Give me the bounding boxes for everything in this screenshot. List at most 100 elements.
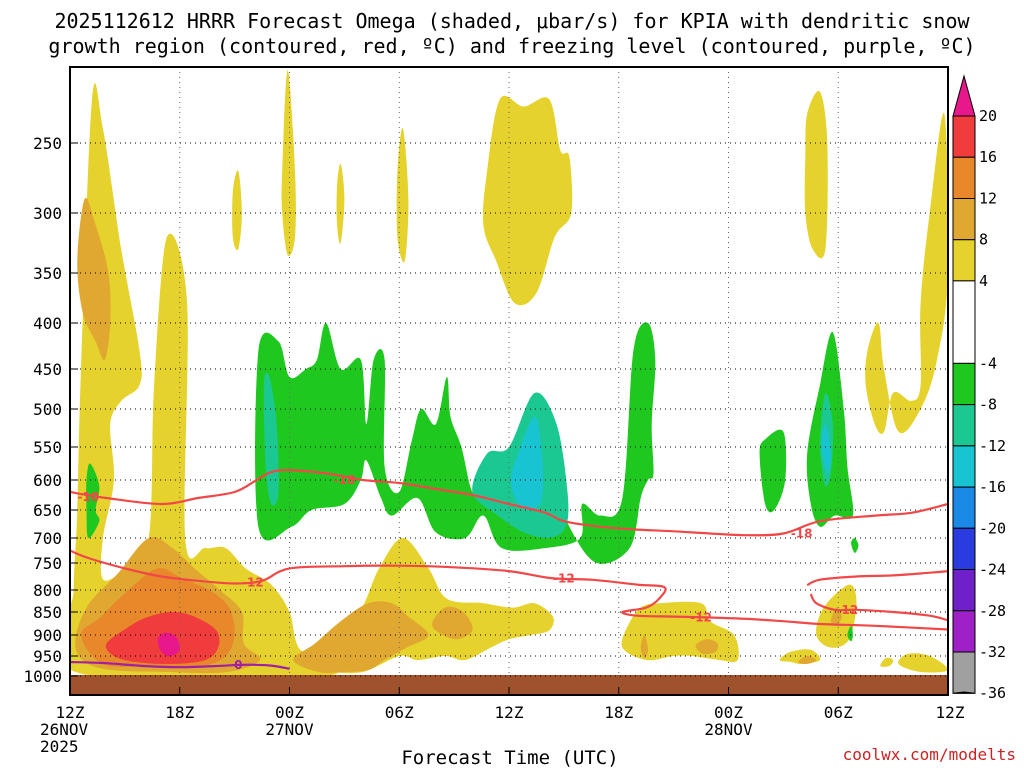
- colorbar-label-6: -8: [979, 396, 997, 414]
- contour-label-4-0: 0: [234, 658, 242, 672]
- x-axis-label: Forecast Time (UTC): [401, 747, 618, 768]
- y-axis: 250 300 350 400 450 500 550 600 650 700 750 800 850 9…: [23, 134, 78, 686]
- x-tick-label-6-0: 00Z: [714, 703, 743, 722]
- x-tick-label-7-0: 06Z: [824, 703, 853, 722]
- omega-region-19: [640, 634, 648, 659]
- colorbar-label-1: 16: [979, 148, 997, 166]
- omega-region-27: [759, 429, 787, 513]
- x-tick-label-0-1: 26NOV: [40, 720, 89, 739]
- colorbar-band-10: [952, 527, 976, 571]
- contour-line-2: [806, 570, 948, 587]
- omega-region-16: [293, 601, 429, 673]
- colorbar-band-11: [952, 569, 976, 612]
- colorbar-band-4: [952, 239, 976, 282]
- contour-label-1-1: -12: [553, 572, 575, 586]
- contour-line-1: [70, 549, 948, 631]
- colorbar: 20 16 12 8 4 -4 -8 -12 -16 -20 -24 -28 -32 -36: [952, 74, 1006, 702]
- omega-region-7: [865, 113, 948, 434]
- omega-region-3: [336, 163, 345, 244]
- omega-region-35: [821, 424, 831, 474]
- omega-region-14: [77, 197, 111, 361]
- contour-label-0-0: -18: [77, 490, 99, 504]
- omega-region-24: [157, 632, 181, 657]
- x-tick-label-8-0: 12Z: [936, 703, 965, 722]
- colorbar-band-5: [952, 280, 976, 364]
- omega-region-5: [482, 95, 573, 306]
- colorbar-band-14: [952, 691, 976, 694]
- contour-label-0-1: -18: [334, 473, 356, 487]
- temperature-contours: -18 -18 -18 -12 -12 -12 -12 0: [70, 468, 948, 672]
- omega-shading: [70, 70, 948, 681]
- y-tick-label-750: 750: [33, 554, 62, 573]
- contour-label-1-2: -12: [690, 611, 712, 625]
- omega-region-6: [804, 90, 828, 259]
- omega-region-20: [798, 655, 817, 665]
- y-tick-label-700: 700: [33, 529, 62, 548]
- x-tick-label-0-0: 12Z: [56, 703, 85, 722]
- y-tick-label-350: 350: [33, 264, 62, 283]
- omega-region-9: [621, 601, 739, 663]
- colorbar-band-0: [952, 74, 976, 117]
- omega-region-30: [847, 625, 853, 642]
- y-tick-label-900: 900: [33, 626, 62, 645]
- x-tick-label-5-0: 18Z: [604, 703, 633, 722]
- contour-line-0: [70, 468, 948, 537]
- omega-region-17: [432, 606, 473, 640]
- omega-region-13: [880, 657, 894, 667]
- colorbar-label-10: -24: [979, 561, 1006, 579]
- y-tick-label-550: 550: [33, 438, 62, 457]
- colorbar-label-7: -12: [979, 437, 1006, 455]
- y-tick-label-850: 850: [33, 603, 62, 622]
- y-tick-label-650: 650: [33, 501, 62, 520]
- omega-region-34: [510, 416, 544, 511]
- x-tick-label-0-2: 2025: [40, 737, 79, 756]
- contour-label-3-0: -12: [837, 603, 859, 617]
- x-tick-label-2-1: 27NOV: [265, 720, 314, 739]
- colorbar-band-7: [952, 404, 976, 447]
- y-tick-label-300: 300: [33, 204, 62, 223]
- colorbar-label-13: -36: [979, 684, 1006, 702]
- omega-region-12: [898, 653, 948, 673]
- colorbar-label-4: 4: [979, 272, 988, 290]
- x-tick-label-4-0: 12Z: [495, 703, 524, 722]
- colorbar-label-11: -28: [979, 602, 1006, 620]
- omega-region-29: [851, 537, 859, 554]
- y-tick-label-450: 450: [33, 360, 62, 379]
- y-tick-label-400: 400: [33, 314, 62, 333]
- colorbar-band-9: [952, 486, 976, 529]
- colorbar-band-6: [952, 362, 976, 406]
- contour-label-1-0: -12: [242, 575, 264, 589]
- contour-label-0-2: -18: [791, 527, 813, 541]
- y-tick-label-950: 950: [33, 647, 62, 666]
- omega-region-1: [281, 70, 296, 257]
- colorbar-band-13: [952, 651, 976, 694]
- colorbar-band-3: [952, 197, 976, 241]
- colorbar-label-5: -4: [979, 354, 997, 372]
- colorbar-band-8: [952, 445, 976, 488]
- colorbar-label-0: 20: [979, 107, 997, 125]
- colorbar-band-12: [952, 610, 976, 653]
- omega-region-26: [86, 463, 100, 539]
- contour-line-4: [70, 660, 290, 670]
- y-tick-label-500: 500: [33, 400, 62, 419]
- omega-region-18: [695, 639, 719, 655]
- y-tick-label-250: 250: [33, 134, 62, 153]
- omega-region-25: [255, 322, 656, 564]
- x-tick-label-1-0: 18Z: [165, 703, 194, 722]
- omega-region-4: [396, 127, 409, 263]
- y-tick-label-800: 800: [33, 581, 62, 600]
- title-line-1: 2025112612 HRRR Forecast Omega (shaded, …: [54, 9, 970, 33]
- y-tick-label-1000: 1000: [23, 667, 62, 686]
- colorbar-label-12: -32: [979, 643, 1006, 661]
- x-tick-label-2-0: 00Z: [275, 703, 304, 722]
- contour-line-3: [809, 593, 948, 622]
- y-tick-label-600: 600: [33, 471, 62, 490]
- colorbar-band-1: [952, 115, 976, 158]
- chart-title: 2025112612 HRRR Forecast Omega (shaded, …: [48, 9, 975, 58]
- x-tick-label-6-1: 28NOV: [704, 720, 753, 739]
- title-line-2: growth region (contoured, red, ºC) and f…: [48, 34, 975, 58]
- colorbar-label-9: -20: [979, 519, 1006, 537]
- colorbar-label-2: 12: [979, 189, 997, 207]
